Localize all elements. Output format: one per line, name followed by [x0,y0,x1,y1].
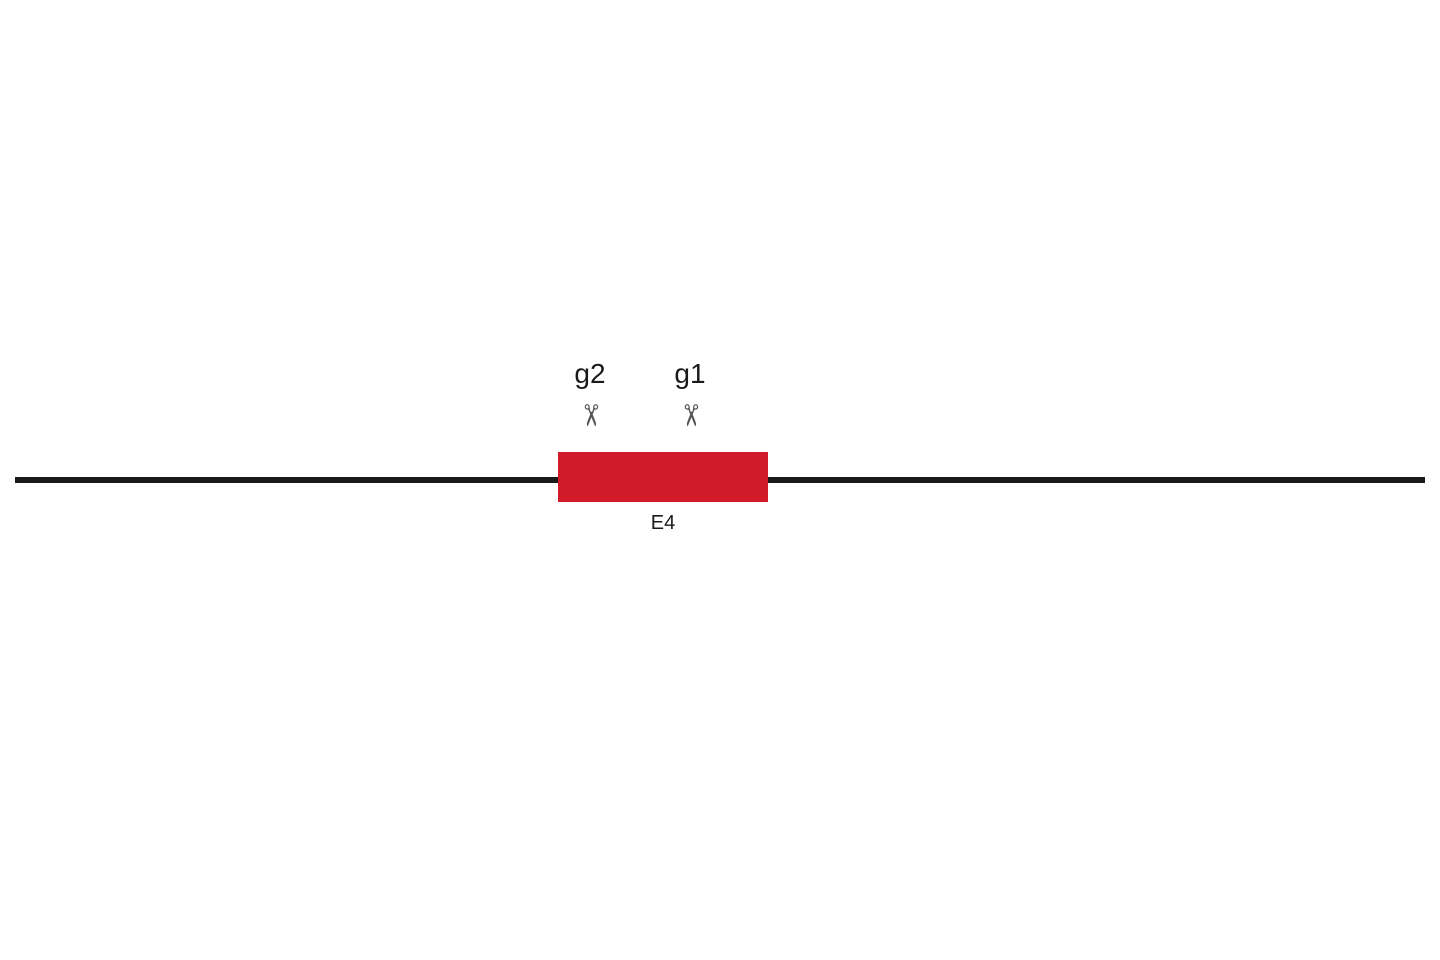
exon-label: E4 [643,512,683,535]
exon-box [558,452,768,502]
cut-label-g1: g1 [670,358,710,390]
cut-label-g2: g2 [570,358,610,390]
scissors-icon: ✂ [673,396,708,436]
scissors-icon: ✂ [573,396,608,436]
